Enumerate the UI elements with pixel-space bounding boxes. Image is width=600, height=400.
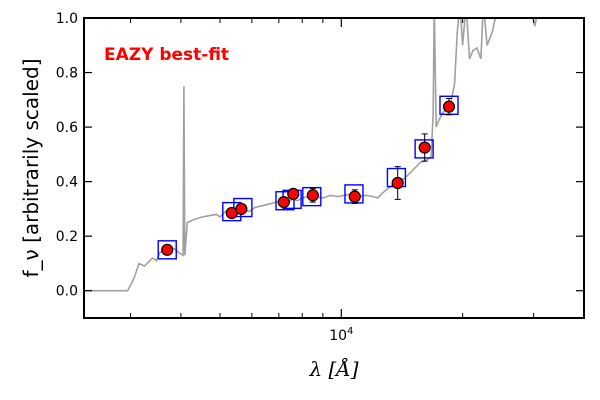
y-tick-label: 0.2 <box>56 229 78 245</box>
x-axis-label: λ [Å] <box>308 356 358 381</box>
observed-photometry-layer <box>161 97 456 256</box>
x-tick-label: 104 <box>329 326 353 344</box>
y-tick-label: 0.8 <box>56 66 78 82</box>
observed-point <box>277 195 290 209</box>
x-tick-exponent: 4 <box>347 326 353 337</box>
annotation-label: EAZY best-fit <box>104 45 229 65</box>
y-tick-label: 1.0 <box>56 11 78 27</box>
plot-background <box>84 18 584 318</box>
model-spectrum-line <box>84 18 538 292</box>
observed-point <box>306 189 319 202</box>
y-tick-label: 0.0 <box>56 284 78 300</box>
spectrum-layer <box>84 18 538 292</box>
observed-point <box>235 202 248 216</box>
observed-point <box>442 100 456 113</box>
observed-point <box>348 190 361 203</box>
model-box-marker <box>414 139 434 159</box>
model-box-marker <box>344 184 364 204</box>
model-box-marker <box>157 240 177 260</box>
model-box-marker <box>302 186 322 207</box>
observed-point <box>161 243 174 256</box>
observed-point <box>287 187 300 201</box>
observed-point <box>391 176 404 190</box>
y-tick-label: 0.4 <box>56 175 78 191</box>
y-tick-label: 0.6 <box>56 120 78 136</box>
plot-frame <box>83 17 585 319</box>
y-axis-label: f_ν [arbitrarily scaled] <box>19 59 43 278</box>
model-box-marker <box>275 191 295 211</box>
observed-point <box>418 141 431 154</box>
